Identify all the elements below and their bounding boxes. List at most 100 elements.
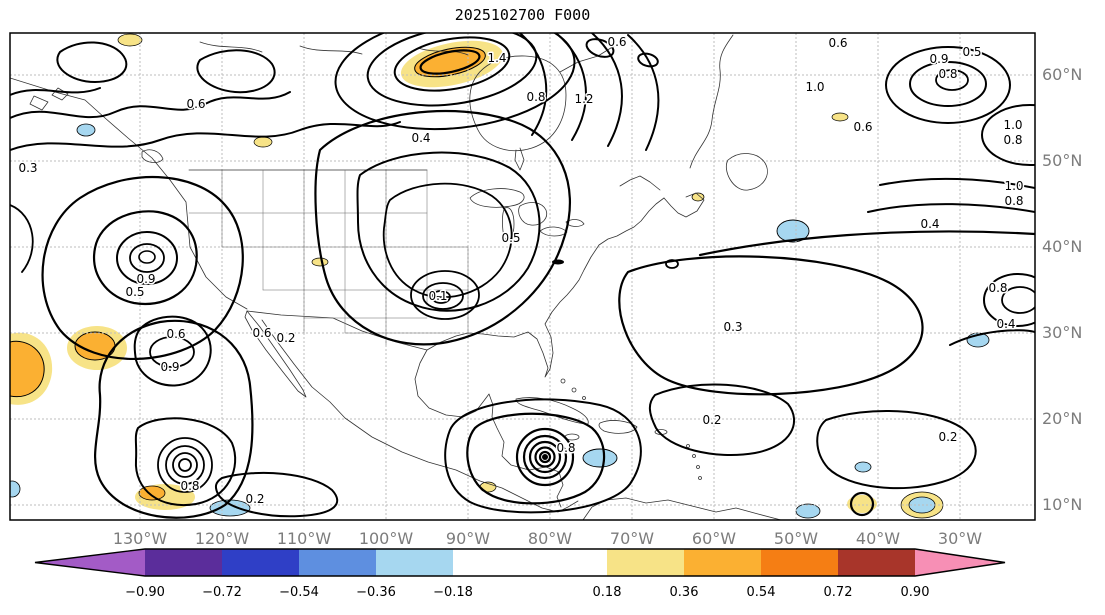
contour-label: 0.4 <box>411 131 430 145</box>
antilles <box>692 454 696 458</box>
colorbar-tick-label: 0.72 <box>824 585 853 600</box>
colorbar: −0.90 −0.72 −0.54 −0.36 −0.18 0.18 0.36 0.54 0.7… <box>34 548 1006 600</box>
antilles <box>696 465 700 469</box>
y-tick-label: 60°N <box>1042 65 1082 84</box>
contour-label: 1.2 <box>574 92 593 106</box>
x-tick-label: 130°W <box>113 529 168 548</box>
contour-label: 0.2 <box>276 331 295 345</box>
lake-superior <box>469 188 525 208</box>
contour-labels: 0.61.40.8 1.20.61.00.9 0.50.80.6 1.00.80.60… <box>17 34 1025 508</box>
bahamas <box>582 396 586 400</box>
contour-label: 1.4 <box>487 51 506 65</box>
colorbar-segment <box>453 549 607 576</box>
x-tick-label: 70°W <box>610 529 654 548</box>
contour-label: 0.9 <box>929 52 948 66</box>
colorbar-extend-left <box>35 549 145 576</box>
x-tick-label: 110°W <box>277 529 332 548</box>
contour-label: 0.5 <box>962 45 981 59</box>
contour-label: 0.5 <box>125 285 144 299</box>
contour-lines <box>10 33 1035 519</box>
colorbar-tick-label: −0.36 <box>356 585 396 600</box>
colorbar-outline <box>34 548 1006 577</box>
vancouver-island <box>141 149 164 163</box>
colorbar-tick-label: −0.18 <box>433 585 473 600</box>
colorbar-extend-right <box>915 549 1005 576</box>
contour-label: 0.3 <box>18 161 37 175</box>
y-tick-label: 20°N <box>1042 409 1082 428</box>
x-tick-label: 120°W <box>195 529 250 548</box>
x-tick-labels: 130°W 120°W 110°W 100°W 90°W 80°W 70°W 60°W 50°W… <box>113 529 982 548</box>
colorbar-segment <box>299 549 376 576</box>
contour-label: 0.8 <box>526 90 545 104</box>
contour-label: 0.8 <box>556 441 575 455</box>
colorbar-segment <box>145 549 222 576</box>
contour-label: 0.9 <box>160 360 179 374</box>
labrador-coast <box>689 34 734 169</box>
x-tick-label: 60°W <box>692 529 736 548</box>
contour-label: 0.4 <box>920 217 939 231</box>
y-tick-label: 30°N <box>1042 323 1082 342</box>
x-tick-label: 50°W <box>774 529 818 548</box>
lake-huron <box>518 202 548 226</box>
coastline-gulf-east <box>426 197 665 378</box>
hispaniola <box>598 420 638 434</box>
contour-label: 0.6 <box>828 36 847 50</box>
contour-label: 1.0 <box>1004 179 1023 193</box>
colorbar-segment <box>376 549 453 576</box>
contour-label: 0.2 <box>245 492 264 506</box>
st-lawrence <box>619 175 661 191</box>
x-tick-label: 80°W <box>528 529 572 548</box>
colorbar-tick-label: −0.54 <box>279 585 319 600</box>
coastlines-and-borders <box>10 34 782 520</box>
x-tick-label: 90°W <box>446 529 490 548</box>
contour-label: 0.4 <box>996 317 1015 331</box>
colorbar-tick-label: 0.36 <box>670 585 699 600</box>
colorbar-tick-label: 0.90 <box>901 585 930 600</box>
state-borders <box>188 169 469 346</box>
latlon-grid <box>10 33 1035 520</box>
bahamas <box>571 387 577 393</box>
colorbar-segment <box>684 549 761 576</box>
contour-label: 0.9 <box>136 272 155 286</box>
bahamas <box>560 378 566 384</box>
antilles <box>698 476 702 480</box>
y-tick-labels: 10°N 20°N 30°N 40°N 50°N 60°N <box>1042 65 1082 514</box>
lake-ontario <box>565 219 585 227</box>
hurricane-contours <box>515 427 575 487</box>
contour-label: 0.3 <box>723 320 742 334</box>
y-tick-label: 10°N <box>1042 495 1082 514</box>
contour-label: 0.6 <box>252 326 271 340</box>
colorbar-tick-label: 0.54 <box>747 585 776 600</box>
colorbar-segment <box>607 549 684 576</box>
contour-label: 1.0 <box>1003 118 1022 132</box>
james-bay <box>514 147 525 171</box>
nova-scotia <box>663 192 705 218</box>
coastline-mexico-pacific <box>261 319 579 513</box>
contour-label: 0.6 <box>607 35 626 49</box>
contour-label: 0.5 <box>501 231 520 245</box>
colorbar-tick-label: 0.18 <box>593 585 622 600</box>
contour-label: 0.2 <box>938 430 957 444</box>
colorbar-segment <box>222 549 299 576</box>
contour-label: 0.6 <box>186 97 205 111</box>
newfoundland <box>726 153 768 191</box>
contour-label: 0.1 <box>428 289 447 303</box>
antilles <box>686 444 690 448</box>
contour-label: 0.8 <box>938 67 957 81</box>
contour-label: 1.0 <box>805 80 824 94</box>
contour-label: 0.8 <box>180 479 199 493</box>
colorbar-segment <box>838 549 915 576</box>
contour-label: 0.6 <box>166 327 185 341</box>
hudson-strait <box>559 45 615 73</box>
x-tick-label: 40°W <box>856 529 900 548</box>
coastline-west <box>10 77 248 310</box>
x-tick-label: 30°W <box>938 529 982 548</box>
plot-frame <box>9 32 1036 521</box>
colorbar-tick-label: −0.72 <box>202 585 242 600</box>
cuba <box>515 397 589 425</box>
arctic-shore <box>199 41 469 56</box>
baja-peninsula <box>244 310 307 398</box>
plot-title: 2025102700 F000 <box>454 6 591 24</box>
